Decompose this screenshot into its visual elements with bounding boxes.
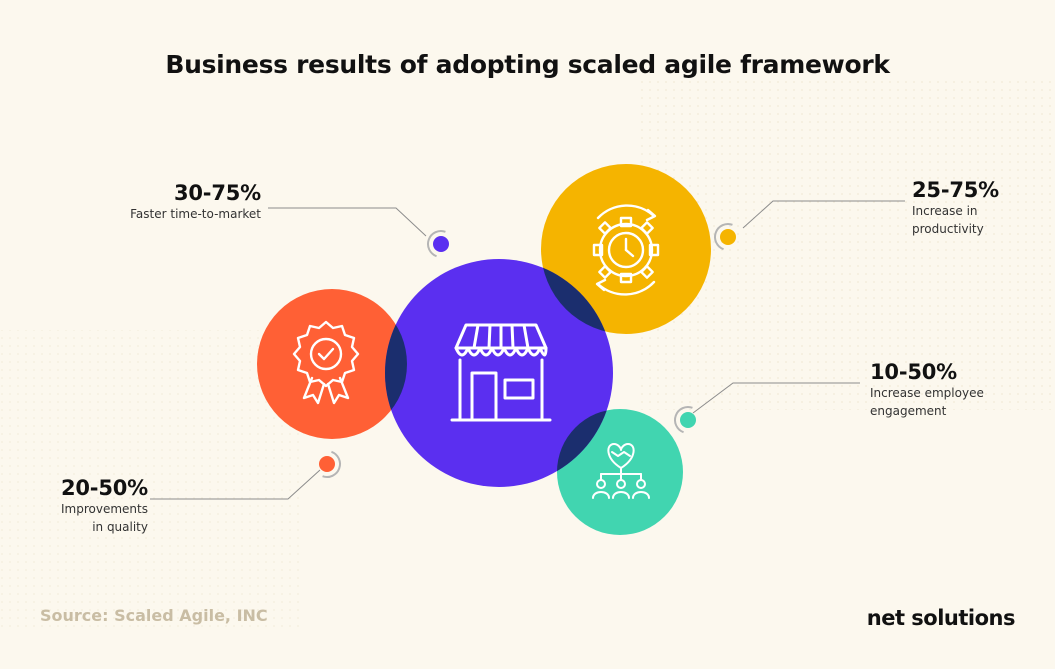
stat-label: Improvements in quality xyxy=(61,502,148,534)
stat-quality: 20-50% Improvements in quality xyxy=(61,476,148,536)
marker-engagement xyxy=(674,406,696,434)
stat-value: 30-75% xyxy=(173,181,261,205)
stat-label: Increase in productivity xyxy=(912,204,984,236)
brand-logo: net solutions xyxy=(866,606,1016,630)
circle-quality xyxy=(257,289,407,439)
connector-productivity xyxy=(742,200,905,229)
marker-time-to-market xyxy=(427,230,449,258)
connector-engagement xyxy=(692,382,860,414)
stat-value: 20-50% xyxy=(60,476,148,500)
connector-time-to-market xyxy=(268,207,427,237)
stat-engagement: 10-50% Increase employee engagement xyxy=(870,360,984,420)
stat-value: 10-50% xyxy=(870,360,958,384)
source-note: Source: Scaled Agile, INC xyxy=(40,606,268,625)
handshake-team-icon xyxy=(592,443,650,499)
storefront-icon xyxy=(450,323,552,422)
stat-value: 25-75% xyxy=(912,178,1000,202)
stat-productivity: 25-75% Increase in productivity xyxy=(912,178,999,238)
dot-texture xyxy=(0,330,300,630)
award-badge-icon xyxy=(292,320,360,405)
connector-quality xyxy=(150,469,321,500)
stat-label: Faster time-to-market xyxy=(130,207,261,221)
stat-time-to-market: 30-75% Faster time-to-market xyxy=(130,181,261,223)
page-title: Business results of adopting scaled agil… xyxy=(165,50,890,79)
circle-center xyxy=(385,259,613,487)
clock-gear-cycle-icon xyxy=(592,204,660,296)
marker-productivity xyxy=(714,223,736,251)
stat-label: Increase employee engagement xyxy=(870,386,984,418)
marker-quality xyxy=(319,450,341,478)
